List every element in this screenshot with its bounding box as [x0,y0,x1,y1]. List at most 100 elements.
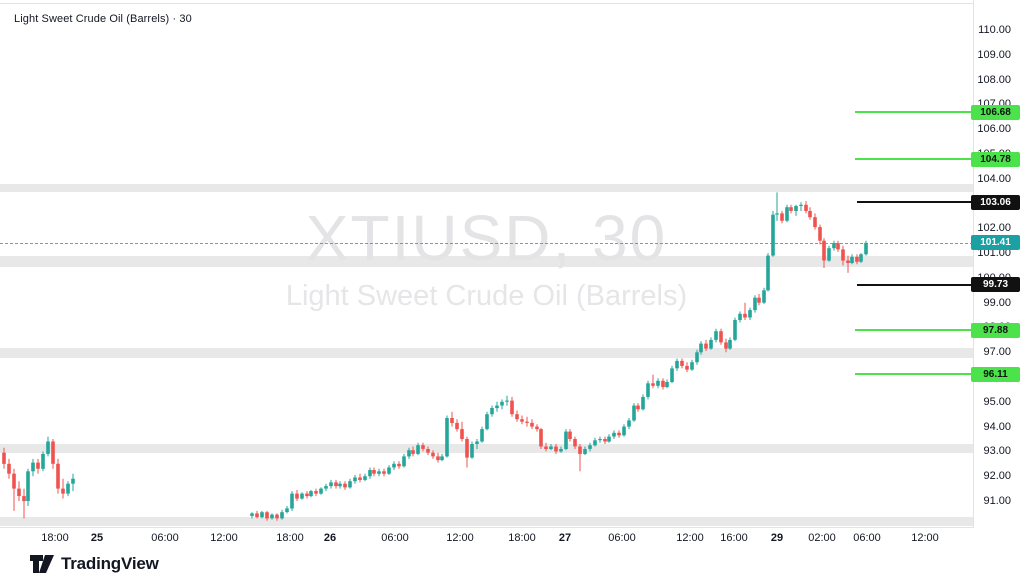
candle[interactable] [26,468,30,506]
candle[interactable] [554,444,558,454]
candle[interactable] [603,436,607,444]
level-price-badge[interactable]: 96.11 [971,366,1020,382]
candle[interactable] [377,468,381,477]
candle[interactable] [265,510,269,521]
candle[interactable] [411,446,415,457]
candle[interactable] [309,489,313,498]
candle[interactable] [680,358,684,369]
candle[interactable] [480,426,484,443]
candle[interactable] [485,411,489,431]
candle[interactable] [372,467,376,477]
candle[interactable] [500,399,504,410]
candle[interactable] [675,358,679,371]
candle[interactable] [343,481,347,490]
candle[interactable] [495,401,499,412]
candle[interactable] [450,411,454,427]
candle[interactable] [455,419,459,432]
candle[interactable] [407,447,411,459]
candle[interactable] [544,442,548,452]
candle[interactable] [656,378,660,389]
green-level-line[interactable] [855,329,973,332]
candlestick-series[interactable] [0,0,973,527]
candle[interactable] [632,403,636,422]
candle[interactable] [661,378,665,390]
candle[interactable] [17,481,21,501]
candle[interactable] [827,245,831,262]
candle[interactable] [382,468,386,477]
candle[interactable] [465,436,469,468]
black-level-line[interactable] [857,283,973,286]
candle[interactable] [568,429,572,442]
candle[interactable] [66,481,70,497]
candle[interactable] [799,202,803,211]
candle[interactable] [855,254,859,265]
candle[interactable] [627,418,631,430]
candle[interactable] [535,424,539,432]
candle[interactable] [7,458,11,479]
candle[interactable] [690,359,694,371]
candle[interactable] [549,444,553,451]
last-price-badge[interactable]: 101.41 [971,235,1020,251]
candle[interactable] [338,481,342,489]
candle[interactable] [794,204,798,216]
candle[interactable] [850,254,854,265]
level-price-badge[interactable]: 106.68 [971,104,1020,120]
candle[interactable] [426,446,430,456]
candle[interactable] [753,295,757,313]
candle[interactable] [780,211,784,224]
candle[interactable] [583,446,587,456]
candle[interactable] [520,415,524,425]
candle[interactable] [295,489,299,501]
green-level-line[interactable] [855,111,973,114]
candle[interactable] [505,395,509,406]
candle[interactable] [445,415,449,458]
candle[interactable] [612,430,616,439]
candle[interactable] [436,452,440,463]
green-level-line[interactable] [855,158,973,161]
candle[interactable] [832,240,836,251]
candle[interactable] [598,436,602,443]
candle[interactable] [641,394,645,411]
candle[interactable] [353,475,357,484]
candle[interactable] [704,339,708,351]
chart-plot-area[interactable]: XTIUSD, 30 Light Sweet Crude Oil (Barrel… [0,0,973,527]
candle[interactable] [363,473,367,482]
candle[interactable] [743,302,747,320]
time-axis[interactable]: 18:00 25 06:00 12:00 18:00 26 06:00 12:00 18:00 2… [0,527,974,546]
candle[interactable] [41,451,45,472]
candle[interactable] [846,255,850,273]
candle[interactable] [564,429,568,451]
candle[interactable] [813,213,817,230]
candle[interactable] [22,488,26,519]
level-price-badge[interactable]: 103.06 [971,194,1020,210]
candle[interactable] [559,446,563,453]
candle[interactable] [255,510,259,519]
candle[interactable] [748,307,752,320]
candle[interactable] [334,479,338,489]
candle[interactable] [738,311,742,323]
candle[interactable] [859,253,863,263]
candle[interactable] [593,437,597,447]
green-level-line[interactable] [855,373,973,376]
candle[interactable] [329,479,333,489]
candle[interactable] [836,240,840,252]
candle[interactable] [808,207,812,220]
candle[interactable] [46,436,50,457]
candle[interactable] [416,442,420,456]
price-axis[interactable]: 110.00109.00108.00107.00106.00105.00104.… [971,0,1024,527]
candle[interactable] [290,491,294,511]
candle[interactable] [822,238,826,268]
candle[interactable] [573,436,577,449]
candle[interactable] [397,461,401,469]
candle[interactable] [421,442,425,452]
candle[interactable] [314,488,318,497]
candle[interactable] [431,450,435,459]
candle[interactable] [392,461,396,470]
chart-legend-title[interactable]: Light Sweet Crude Oil (Barrels) · 30 [14,13,192,25]
black-level-line[interactable] [857,201,973,204]
candle[interactable] [12,468,16,511]
candle[interactable] [588,442,592,452]
candle[interactable] [305,491,309,499]
candle[interactable] [319,487,323,495]
candle[interactable] [71,473,75,492]
